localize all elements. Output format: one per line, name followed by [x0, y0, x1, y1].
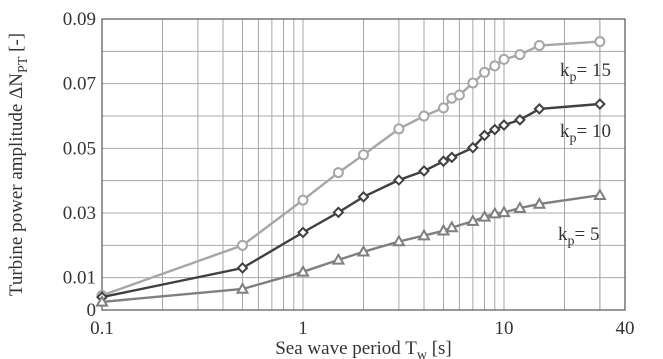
- y-tick-label: 0.01: [63, 268, 96, 289]
- data-point: [296, 264, 310, 277]
- data-point: [488, 206, 502, 219]
- data-point: [445, 151, 458, 164]
- data-point: [498, 53, 510, 65]
- series-label: kp= 5: [558, 224, 599, 249]
- series-triangle: [95, 188, 607, 307]
- y-tick-label: 0.05: [63, 138, 96, 159]
- data-point: [437, 102, 449, 114]
- data-point: [392, 234, 406, 247]
- data-point: [533, 40, 545, 52]
- data-point: [392, 174, 405, 186]
- series-diamond: [96, 98, 606, 303]
- data-point: [593, 98, 606, 110]
- x-axis-title-unit: [s]: [427, 338, 452, 359]
- y-tick-label: 0.09: [63, 9, 96, 30]
- data-point: [418, 110, 430, 122]
- x-axis-title-sub: w: [417, 348, 428, 359]
- data-point: [593, 188, 607, 200]
- x-tick-label: 1: [298, 318, 308, 339]
- x-tick-label: 10: [494, 318, 513, 339]
- data-point: [393, 123, 405, 135]
- y-tick-label: 0: [87, 300, 97, 321]
- data-point: [236, 262, 249, 274]
- data-point: [467, 77, 479, 89]
- data-point: [594, 36, 606, 48]
- y-tick-label: 0.03: [63, 203, 96, 224]
- data-point: [498, 119, 510, 131]
- y-axis-title-sub: PT: [16, 56, 31, 73]
- data-point: [95, 294, 109, 307]
- data-point: [235, 281, 250, 294]
- y-axis-title-unit: [-]: [6, 33, 27, 57]
- y-tick-label: 0.07: [63, 74, 96, 95]
- data-point: [488, 123, 501, 136]
- data-point: [436, 223, 451, 236]
- data-point: [236, 239, 248, 251]
- data-point: [331, 252, 346, 265]
- tick-labels: 0.1 1 10 40 0 0.01 0.03 0.05 0.07 0.09: [63, 9, 635, 339]
- data-point: [479, 66, 491, 78]
- data-point: [478, 129, 491, 142]
- data-point: [417, 228, 431, 241]
- data-point: [489, 60, 501, 72]
- data-point: [356, 244, 371, 257]
- plot-frame: [101, 18, 626, 311]
- data-point: [297, 194, 309, 206]
- y-axis-title: Turbine power amplitude ΔNPT [-]: [6, 33, 31, 296]
- series-labels: kp= 15 kp= 10 kp= 5: [558, 60, 611, 249]
- data-point: [437, 155, 450, 168]
- data-point: [445, 220, 459, 233]
- x-axis-title: Sea wave period Tw [s]: [275, 338, 452, 359]
- series-circle: [96, 36, 606, 301]
- y-axis-title-main: Turbine power amplitude ΔN: [6, 73, 27, 296]
- data-point: [453, 89, 465, 101]
- data-point: [297, 226, 309, 239]
- x-tick-label: 40: [616, 318, 635, 339]
- series-line: [101, 40, 600, 297]
- data-point: [466, 214, 480, 226]
- data-point: [418, 165, 430, 177]
- data-point: [532, 196, 547, 209]
- data-point: [514, 49, 526, 61]
- data-point: [332, 167, 344, 179]
- data-point: [513, 113, 526, 126]
- data-point: [357, 190, 370, 203]
- data-point: [477, 209, 492, 222]
- x-tick-label: 0.1: [90, 318, 114, 339]
- data-point: [497, 205, 511, 218]
- data-point: [466, 141, 479, 154]
- x-axis-title-main: Sea wave period T: [275, 338, 417, 359]
- series-layer: [95, 36, 607, 307]
- series-label: kp= 10: [560, 121, 611, 146]
- data-point: [533, 102, 546, 115]
- data-point: [332, 206, 345, 219]
- data-point: [358, 149, 369, 161]
- data-point: [513, 201, 527, 213]
- series-line: [101, 102, 600, 299]
- series-label: kp= 15: [560, 60, 611, 85]
